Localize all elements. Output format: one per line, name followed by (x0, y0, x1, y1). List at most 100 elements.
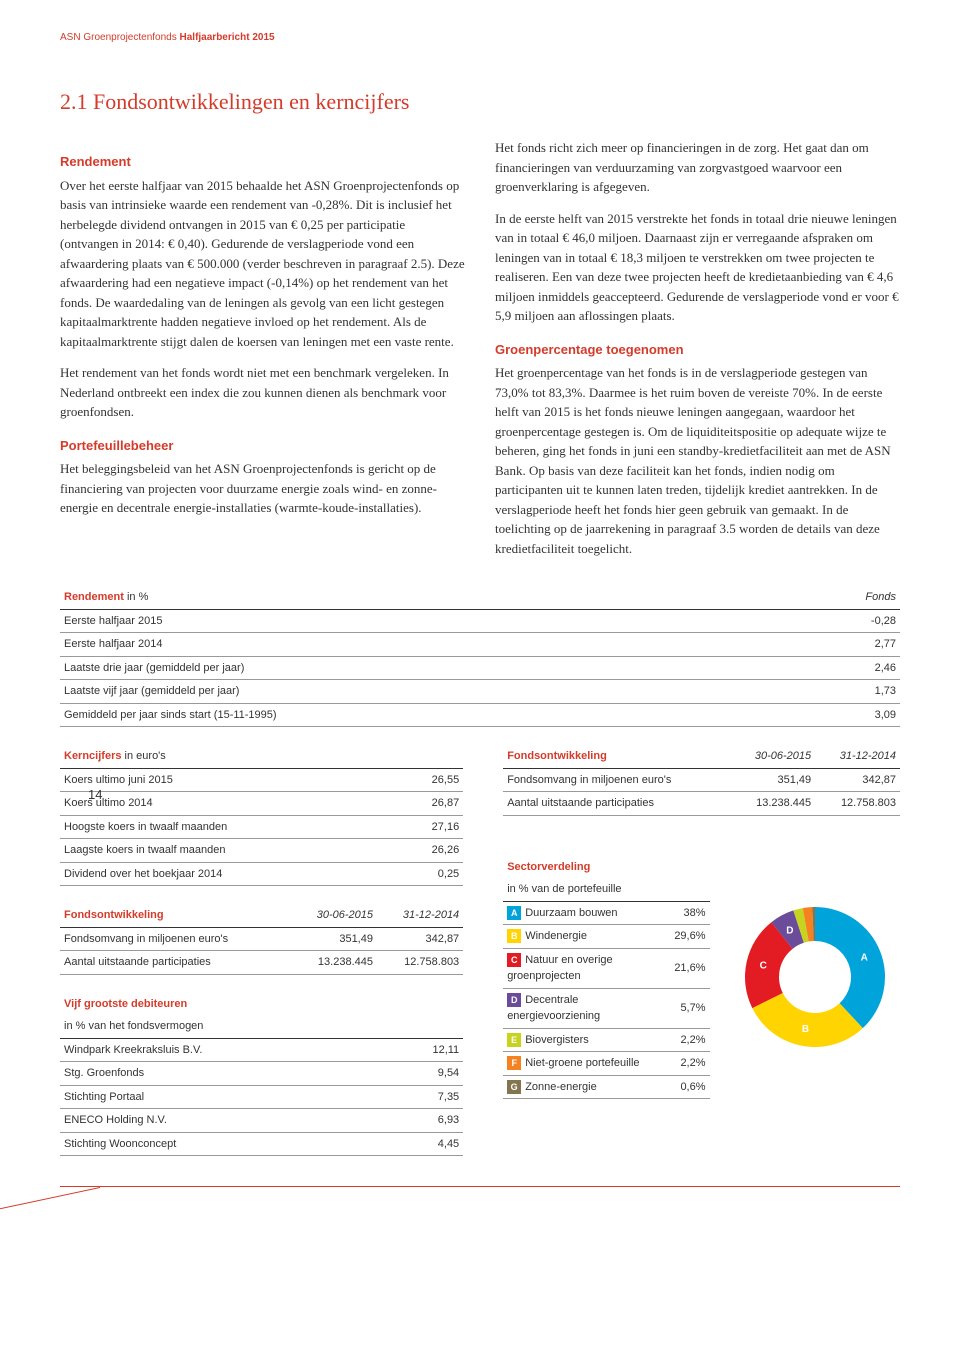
col-right: Het fonds richt zich meer op financierin… (495, 138, 900, 570)
fonds1-c1: 30-06-2015 (291, 904, 377, 927)
table-row: BWindenergie29,6% (503, 925, 709, 949)
table-row: Laagste koers in twaalf maanden26,26 (60, 839, 463, 863)
pie-slice (815, 907, 885, 1028)
cell-value: 0,25 (394, 862, 463, 886)
cell-label: Fondsomvang in miljoenen euro's (503, 768, 730, 792)
table-row: Eerste halfjaar 2015-0,28 (60, 609, 900, 633)
fonds2-title: Fondsontwikkeling (507, 750, 607, 762)
doc-title: Halfjaarbericht 2015 (180, 32, 275, 43)
cell-value: 3,09 (775, 703, 900, 727)
rend-title: Rendement (64, 591, 124, 603)
pie-label: C (759, 961, 766, 972)
table-row: Stg. Groenfonds9,54 (60, 1062, 463, 1086)
col-left: Rendement Over het eerste halfjaar van 2… (60, 138, 465, 570)
cell-value: 21,6% (670, 948, 709, 988)
cell-value: 351,49 (730, 768, 815, 792)
cell-value: 27,16 (394, 815, 463, 839)
table-row: Aantal uitstaande participaties13.238.44… (503, 792, 900, 816)
cell-value: 2,2% (670, 1052, 709, 1076)
sector-sub: in % van de portefeuille (503, 878, 709, 901)
sector-letter-icon: E (507, 1033, 521, 1047)
sector-block: Sectorverdeling in % van de portefeuille… (503, 856, 900, 1100)
cell-value: 26,26 (394, 839, 463, 863)
table-row: ADuurzaam bouwen38% (503, 901, 709, 925)
cell-label: FNiet-groene portefeuille (503, 1052, 670, 1076)
cell-value: 2,77 (775, 633, 900, 657)
fonds1-c2: 31-12-2014 (377, 904, 463, 927)
cell-label: ADuurzaam bouwen (503, 901, 670, 925)
table-row: Koers ultimo juni 201526,55 (60, 768, 463, 792)
fonds2-c2: 31-12-2014 (815, 745, 900, 768)
cell-value: 7,35 (386, 1085, 463, 1109)
cell-label: Aantal uitstaande participaties (60, 951, 291, 975)
cell-value: 5,7% (670, 988, 709, 1028)
cell-label: Koers ultimo juni 2015 (60, 768, 394, 792)
cell-label: Windpark Kreekraksluis B.V. (60, 1038, 386, 1062)
table-row: Dividend over het boekjaar 20140,25 (60, 862, 463, 886)
sector-letter-icon: B (507, 929, 521, 943)
cell-label: Laagste koers in twaalf maanden (60, 839, 394, 863)
table-row: ENECO Holding N.V.6,93 (60, 1109, 463, 1133)
table-row: Laatste vijf jaar (gemiddeld per jaar)1,… (60, 680, 900, 704)
cell-label: Fondsomvang in miljoenen euro's (60, 927, 291, 951)
brand: ASN Groenprojectenfonds (60, 32, 177, 43)
sector-letter-icon: G (507, 1080, 521, 1094)
table-fonds-left: Fondsontwikkeling 30-06-2015 31-12-2014 … (60, 904, 463, 975)
sector-pie-chart: ABCD (735, 897, 895, 1057)
table-row: Hoogste koers in twaalf maanden27,16 (60, 815, 463, 839)
cell-value: 6,93 (386, 1109, 463, 1133)
p-left-3: Het beleggingsbeleid van het ASN Groenpr… (60, 459, 465, 518)
table-row: Laatste drie jaar (gemiddeld per jaar)2,… (60, 656, 900, 680)
table-kerncijfers: Kerncijfers in euro's Koers ultimo juni … (60, 745, 463, 886)
page-header: ASN Groenprojectenfonds Halfjaarbericht … (60, 30, 900, 45)
cell-label: DDecentrale energievoorziening (503, 988, 670, 1028)
table-rendement: Rendement in % Fonds Eerste halfjaar 201… (60, 586, 900, 727)
cell-value: 2,2% (670, 1028, 709, 1052)
cell-label: Dividend over het boekjaar 2014 (60, 862, 394, 886)
p-left-2: Het rendement van het fonds wordt niet m… (60, 363, 465, 422)
cell-value: 9,54 (386, 1062, 463, 1086)
cell-value: 12,11 (386, 1038, 463, 1062)
sector-letter-icon: F (507, 1056, 521, 1070)
table-row: FNiet-groene portefeuille2,2% (503, 1052, 709, 1076)
kern-title: Kerncijfers (64, 750, 121, 762)
cell-value: 26,87 (394, 792, 463, 816)
sector-letter-icon: D (507, 993, 521, 1007)
h-portefeuillebeheer: Portefeuillebeheer (60, 436, 465, 456)
h-rendement: Rendement (60, 152, 465, 172)
rend-unit: in % (127, 591, 148, 603)
pie-label: A (860, 953, 867, 964)
cell-value: 26,55 (394, 768, 463, 792)
cell-value: 2,46 (775, 656, 900, 680)
table-row: Fondsomvang in miljoenen euro's351,49342… (503, 768, 900, 792)
body-columns: Rendement Over het eerste halfjaar van 2… (60, 138, 900, 570)
cell-label: CNatuur en overige groenprojecten (503, 948, 670, 988)
cell-label: Laatste drie jaar (gemiddeld per jaar) (60, 656, 775, 680)
table-row: Windpark Kreekraksluis B.V.12,11 (60, 1038, 463, 1062)
cell-value: 12.758.803 (815, 792, 900, 816)
p-right-3: Het groenpercentage van het fonds is in … (495, 363, 900, 558)
debit-sub: in % van het fondsvermogen (60, 1015, 463, 1038)
table-row: Stichting Woonconcept4,45 (60, 1132, 463, 1156)
kern-unit: in euro's (125, 750, 166, 762)
cell-value: -0,28 (775, 609, 900, 633)
cell-value: 4,45 (386, 1132, 463, 1156)
table-row: Fondsomvang in miljoenen euro's351,49342… (60, 927, 463, 951)
cell-value: 38% (670, 901, 709, 925)
cell-label: Stichting Woonconcept (60, 1132, 386, 1156)
cell-label: Koers ultimo 2014 (60, 792, 394, 816)
table-row: DDecentrale energievoorziening5,7% (503, 988, 709, 1028)
h-groenpercentage: Groenpercentage toegenomen (495, 340, 900, 360)
cell-value: 13.238.445 (730, 792, 815, 816)
table-row: GZonne-energie0,6% (503, 1075, 709, 1099)
table-sector: Sectorverdeling in % van de portefeuille… (503, 856, 709, 1100)
cell-value: 342,87 (815, 768, 900, 792)
cell-value: 29,6% (670, 925, 709, 949)
table-row: CNatuur en overige groenprojecten21,6% (503, 948, 709, 988)
table-fonds-right: Fondsontwikkeling 30-06-2015 31-12-2014 … (503, 745, 900, 816)
table-row: Eerste halfjaar 20142,77 (60, 633, 900, 657)
debit-title: Vijf grootste debiteuren (64, 998, 187, 1010)
cell-label: ENECO Holding N.V. (60, 1109, 386, 1133)
table-row: Gemiddeld per jaar sinds start (15-11-19… (60, 703, 900, 727)
cell-label: Laatste vijf jaar (gemiddeld per jaar) (60, 680, 775, 704)
